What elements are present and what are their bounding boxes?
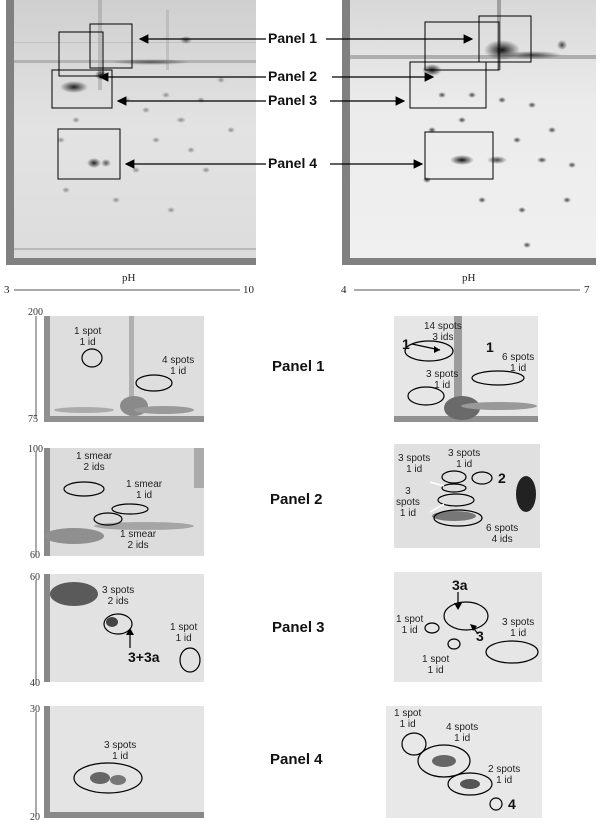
annot-p1-left-a: 1 spot 1 id [74,326,102,348]
mw-tick-p1-top: 200 [28,307,43,318]
mw-tick-p3-top: 60 [30,572,40,583]
overview-label-panel-1: Panel 1 [268,30,318,46]
annot-p3-right-a: 1 spot 1 id [396,614,424,636]
panel-2-left-gel: 1 smear 2 ids 1 smear 1 id 1 smear 2 ids [44,448,204,556]
panel-2-right-gel: 3 spots 1 id 3 spots 1 id 3 spots 1 id 6… [394,444,540,548]
annot-p4-right-n: 4 [508,796,516,812]
right-ph-max: 7 [584,284,590,296]
row-label-panel-1: Panel 1 [272,358,325,375]
row-label-panel-2: Panel 2 [270,491,323,508]
annot-p4-right-b: 4 spots 1 id [446,722,479,744]
panel-3-right-gel: 3a 3 1 spot 1 id 1 spot 1 id 3 spots 1 i… [394,572,542,682]
overview-label-panel-3: Panel 3 [268,92,318,108]
mw-tick-p3-bottom: 40 [30,678,40,689]
panel-4-left-gel: 3 spots 1 id [44,706,204,818]
annot-p1-right-n1: 1 [402,336,410,352]
annot-p1-right-a: 14 spots 3 ids [424,321,462,343]
panel-1-left-gel: 1 spot 1 id 4 spots 1 id [44,316,204,422]
annot-p2-left-c: 1 smear 2 ids [120,529,157,551]
row-label-panel-4: Panel 4 [270,751,323,768]
mw-tick-p4-bottom: 20 [30,812,40,823]
mw-tick-p1-bottom: 75 [28,414,38,425]
annot-p2-right-c: 3 spots 1 id [396,486,420,519]
annot-p3-right-b: 1 spot 1 id [422,654,450,676]
annot-p3-left-n: 3+3a [128,649,160,665]
annot-p1-right-b: 3 spots 1 id [426,369,459,391]
annot-p3-right-n1: 3a [452,577,468,593]
left-ph-label: pH [122,272,136,284]
mw-tick-p4-top: 30 [30,704,40,715]
annot-p2-right-b: 3 spots 1 id [448,448,481,470]
annot-p2-right-a: 3 spots 1 id [398,453,431,475]
mw-tick-p2-top: 100 [28,444,43,455]
panel-1-right-gel: 14 spots 3 ids 3 spots 1 id 6 spots 1 id… [394,316,538,422]
mw-tick-p2-bottom: 60 [30,550,40,561]
annot-p4-right-c: 2 spots 1 id [488,764,521,786]
left-overview-gel [6,0,256,265]
annot-p4-right-a: 1 spot 1 id [394,708,422,730]
left-ph-max: 10 [243,284,254,296]
annot-p1-left-b: 4 spots 1 id [162,355,195,377]
annot-p2-right-d: 6 spots 4 ids [486,523,519,545]
overview-label-panel-4: Panel 4 [268,155,318,171]
row-label-panel-3: Panel 3 [272,619,325,636]
right-ph-label: pH [462,272,476,284]
left-ph-min: 3 [4,284,10,296]
panel-4-right-gel: 1 spot 1 id 4 spots 1 id 2 spots 1 id 4 [386,706,542,818]
annot-p1-right-n2: 1 [486,339,494,355]
panel-3-left-gel: 3 spots 2 ids 1 spot 1 id 3+3a [44,574,204,682]
annot-p1-right-c: 6 spots 1 id [502,352,535,374]
annot-p3-left-a: 3 spots 2 ids [102,585,135,607]
annot-p2-left-a: 1 smear 2 ids [76,451,113,473]
annot-p2-left-b: 1 smear 1 id [126,479,163,501]
annot-p4-left-a: 3 spots 1 id [104,740,137,762]
right-ph-min: 4 [341,284,347,296]
annot-p3-right-c: 3 spots 1 id [502,617,535,639]
annot-p3-left-b: 1 spot 1 id [170,622,198,644]
annot-p2-right-n: 2 [498,470,506,486]
overview-label-panel-2: Panel 2 [268,68,318,84]
annot-p3-right-n2: 3 [476,628,484,644]
